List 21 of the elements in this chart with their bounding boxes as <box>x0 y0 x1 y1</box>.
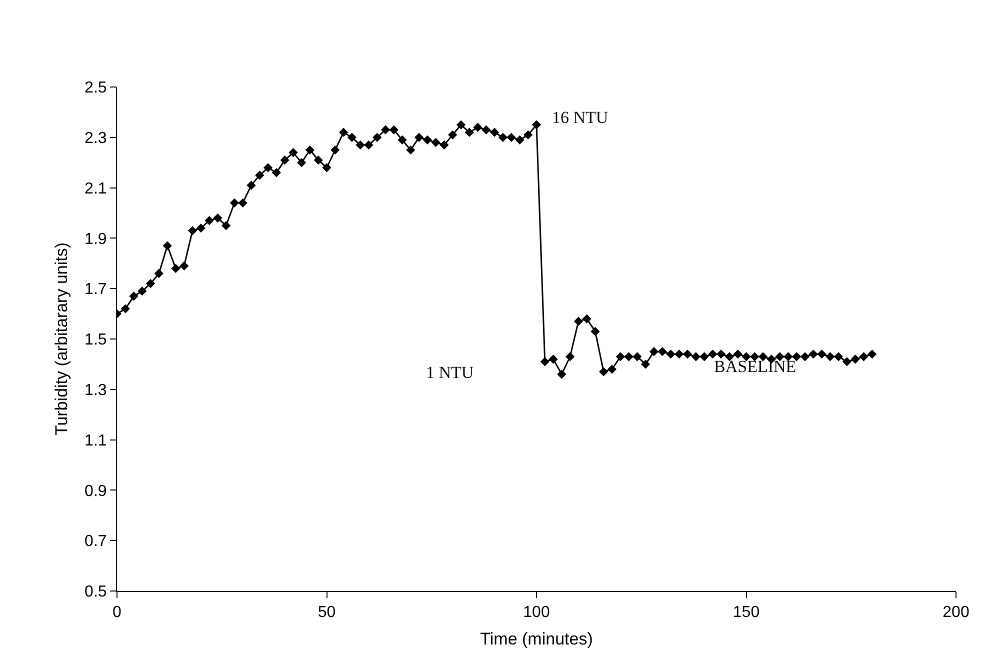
y-tick-label: 2.3 <box>84 130 107 147</box>
y-tick-label: 1.3 <box>84 382 107 399</box>
y-axis-title: Turbidity (arbitarary units) <box>52 242 72 436</box>
x-tick-label: 100 <box>523 604 550 622</box>
y-tick-label: 2.5 <box>84 80 107 97</box>
y-tick-label: 1.7 <box>84 281 107 298</box>
y-tick-label: 1.9 <box>84 230 107 248</box>
x-tick-label: 0 <box>112 604 122 622</box>
x-tick-label: 50 <box>318 604 336 622</box>
x-tick-label: 200 <box>942 604 970 622</box>
y-tick-label: 0.5 <box>84 584 107 601</box>
y-tick-label: 1.1 <box>84 432 107 450</box>
x-tick-label: 150 <box>732 604 760 622</box>
annotation: BASELINE <box>714 357 796 376</box>
x-axis-title: Time (minutes) <box>480 630 593 649</box>
y-tick-label: 2.1 <box>84 180 107 198</box>
y-tick-label: 1.5 <box>84 332 107 349</box>
y-tick-label: 0.7 <box>84 533 107 550</box>
annotation: 1 NTU <box>426 363 474 382</box>
y-tick-label: 0.9 <box>84 482 107 500</box>
annotation: 16 NTU <box>552 108 608 127</box>
